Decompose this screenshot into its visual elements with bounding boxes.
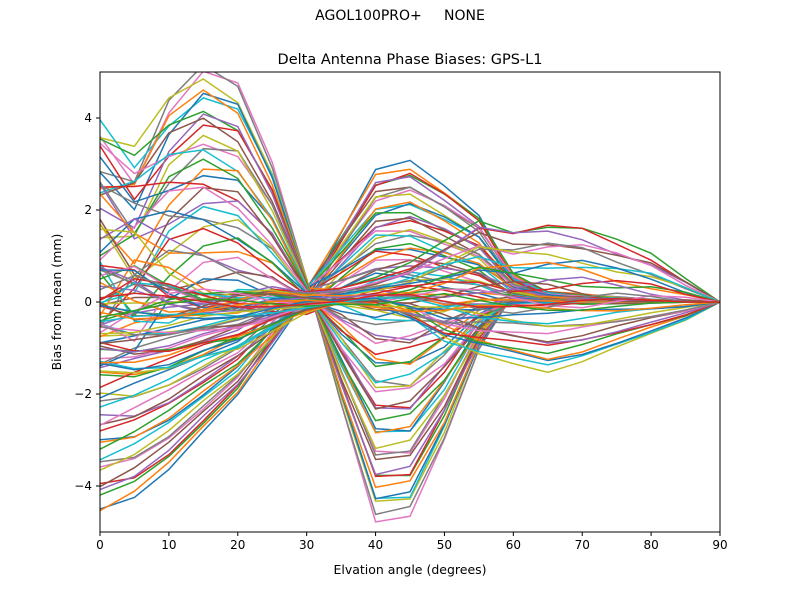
y-tick-label: −2 — [74, 387, 92, 401]
series-line — [100, 266, 720, 322]
x-tick-label: 70 — [575, 538, 590, 552]
x-axis: 0 10 20 30 40 50 60 70 80 90 — [96, 532, 728, 552]
series-line — [100, 301, 720, 353]
x-tick-label: 60 — [506, 538, 521, 552]
series-line — [100, 243, 720, 305]
series-line — [100, 300, 720, 352]
series-line — [100, 278, 720, 305]
series-line — [100, 292, 720, 319]
x-tick-label: 80 — [643, 538, 658, 552]
x-tick-label: 10 — [161, 538, 176, 552]
series-line — [100, 300, 720, 336]
x-tick-label: 40 — [368, 538, 383, 552]
y-axis: −4 −2 0 2 4 — [74, 111, 100, 493]
y-axis-label: Bias from mean (mm) — [49, 234, 64, 371]
series-line — [100, 300, 720, 345]
x-tick-label: 50 — [437, 538, 452, 552]
series-lines — [100, 72, 720, 523]
y-tick-label: 4 — [84, 111, 92, 125]
series-line — [100, 299, 720, 320]
series-line — [100, 259, 720, 309]
x-tick-label: 90 — [712, 538, 727, 552]
series-line — [100, 261, 720, 313]
chart-title: Delta Antenna Phase Biases: GPS-L1 — [278, 52, 543, 68]
series-line — [100, 299, 720, 370]
figure-suptitle: AGOL100PRO+ NONE — [315, 8, 485, 24]
y-tick-label: 2 — [84, 203, 92, 217]
series-line — [100, 301, 720, 371]
series-line — [100, 292, 720, 308]
y-tick-label: −4 — [74, 479, 92, 493]
series-line — [100, 89, 720, 489]
x-tick-label: 0 — [96, 538, 104, 552]
series-line — [100, 297, 720, 325]
y-tick-label: 0 — [84, 295, 92, 309]
x-axis-label: Elvation angle (degrees) — [333, 562, 486, 577]
x-tick-label: 30 — [299, 538, 314, 552]
series-line — [100, 297, 720, 320]
x-tick-label: 20 — [230, 538, 245, 552]
